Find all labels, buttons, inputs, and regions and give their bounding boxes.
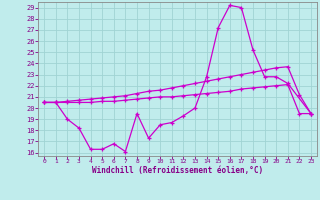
X-axis label: Windchill (Refroidissement éolien,°C): Windchill (Refroidissement éolien,°C)	[92, 166, 263, 175]
